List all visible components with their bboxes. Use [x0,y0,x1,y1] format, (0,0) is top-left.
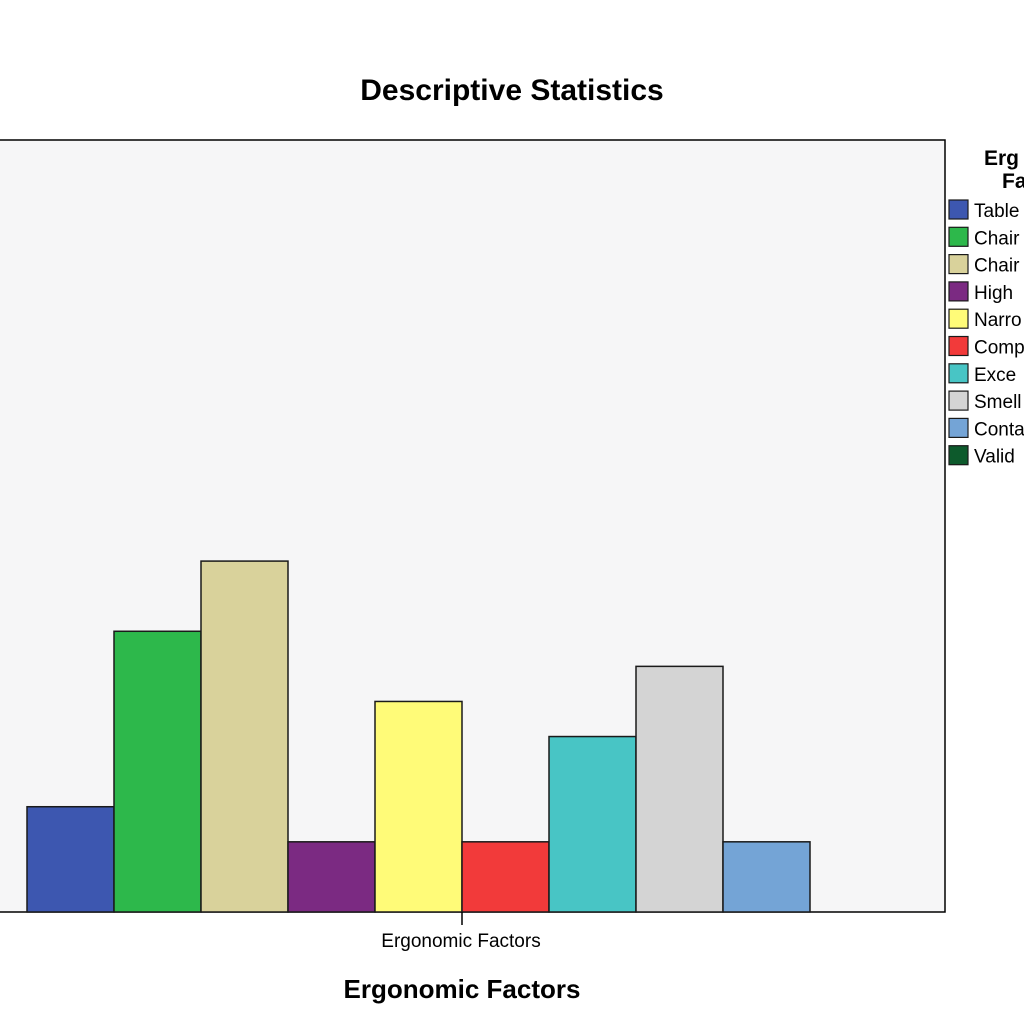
legend-label-9: Conta [974,419,1024,440]
bar-exce-7 [548,735,637,913]
legend-swatch-7 [948,363,969,384]
legend-label-1: Table [974,201,1019,222]
legend-swatch-9 [948,417,969,438]
legend-swatch-8 [948,390,969,411]
x-axis-label: Ergonomic Factors [344,974,581,1004]
bar-conta-9 [722,841,811,913]
bar-chair-2 [113,630,202,913]
legend-swatch-2 [948,226,969,247]
legend-label-8: Smell [974,392,1022,413]
bar-high-4 [287,841,376,913]
bars-group [26,560,811,913]
legend-swatch-5 [948,308,969,329]
legend-label-2: Chair [974,228,1020,249]
legend-swatch-1 [948,199,969,220]
x-tick-label: Ergonomic Factors [381,931,540,952]
legend-label-6: Comp [974,338,1024,359]
legend: Erg Fa Table Chair Chair High Narro Comp Exce S… [948,147,1024,468]
bar-comp-6 [461,841,550,913]
legend-title-line-1: Erg [984,147,1019,170]
legend-title-line-2: Fa [1002,170,1024,193]
legend-label-7: Exce [974,365,1016,386]
legend-swatch-4 [948,281,969,302]
legend-swatch-6 [948,335,969,357]
legend-label-5: Narro [974,310,1022,331]
bar-table-1 [26,805,115,913]
chart-title: Descriptive Statistics [360,74,663,107]
legend-label-4: High [974,283,1013,304]
legend-items: Table Chair Chair High Narro Comp Exce Smell Con… [948,199,1024,468]
bar-smell-8 [635,665,724,913]
bar-narro-5 [374,700,463,913]
bar-chair-3 [200,560,289,913]
legend-swatch-10 [948,445,969,466]
legend-swatch-3 [948,254,969,275]
legend-label-3: Chair [974,256,1020,277]
legend-label-10: Valid [974,447,1015,468]
